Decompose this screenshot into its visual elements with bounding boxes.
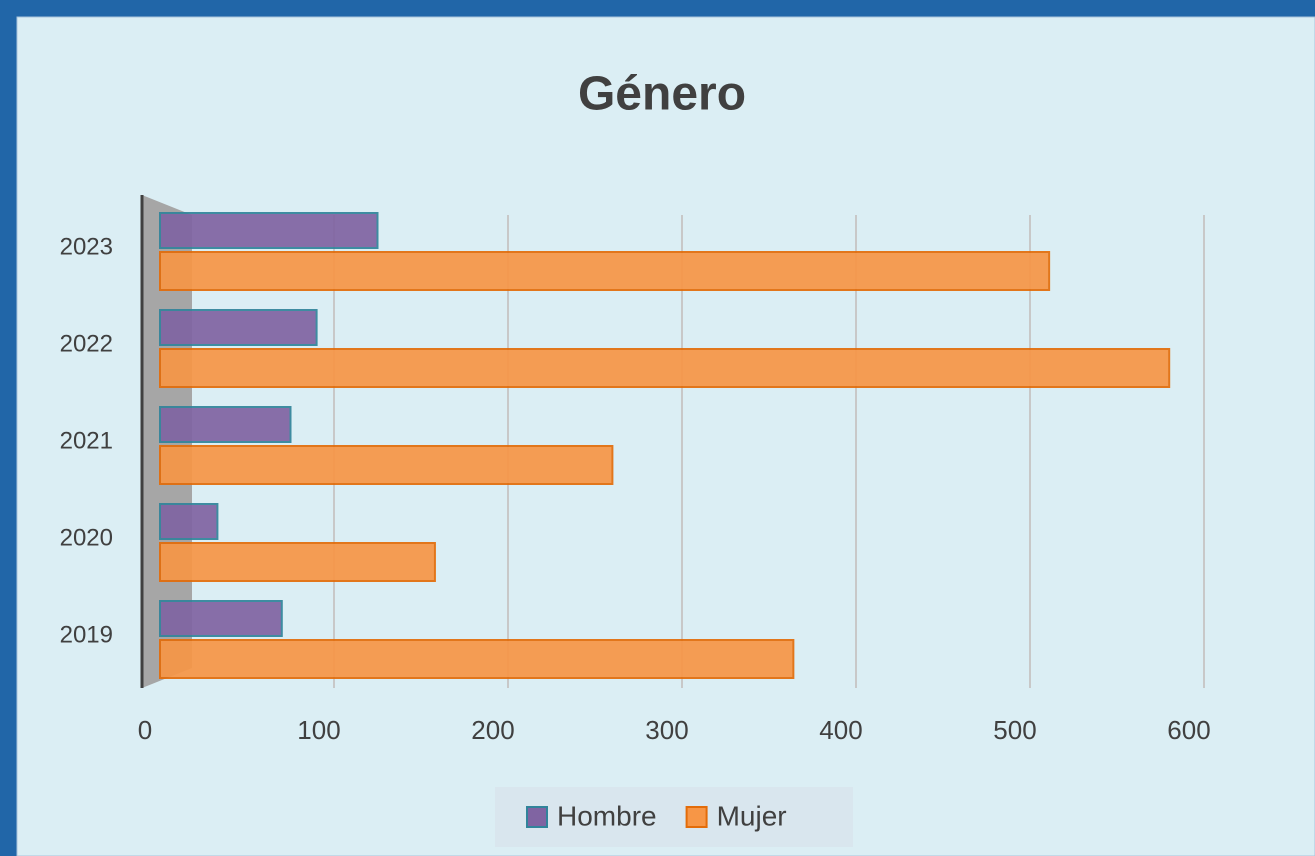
bar [159,445,614,485]
x-tick-label: 400 [819,715,862,745]
x-tick-label: 600 [1167,715,1210,745]
bar [159,406,292,443]
legend-swatch [526,806,548,828]
bar [159,639,795,679]
y-tick-label: 2022 [60,330,113,357]
y-tick-label: 2019 [60,621,113,648]
x-tick-label: 200 [471,715,514,745]
y-tick-label: 2021 [60,427,113,454]
legend-swatch [685,806,708,828]
bar [159,212,379,249]
legend-box [495,787,853,847]
bar [159,251,1051,291]
bar [159,503,219,540]
y-tick-label: 2020 [60,524,113,551]
x-tick-label: 100 [297,715,340,745]
chart-title: Género [578,68,746,121]
x-tick-label: 300 [645,715,688,745]
bar [159,600,283,637]
x-tick-label: 0 [138,715,152,745]
legend-label: Hombre [557,800,657,831]
bar [159,542,436,582]
bar [159,309,318,346]
y-tick-label: 2023 [60,233,113,260]
x-tick-label: 500 [993,715,1036,745]
legend-label: Mujer [717,800,787,831]
bar [159,348,1171,388]
